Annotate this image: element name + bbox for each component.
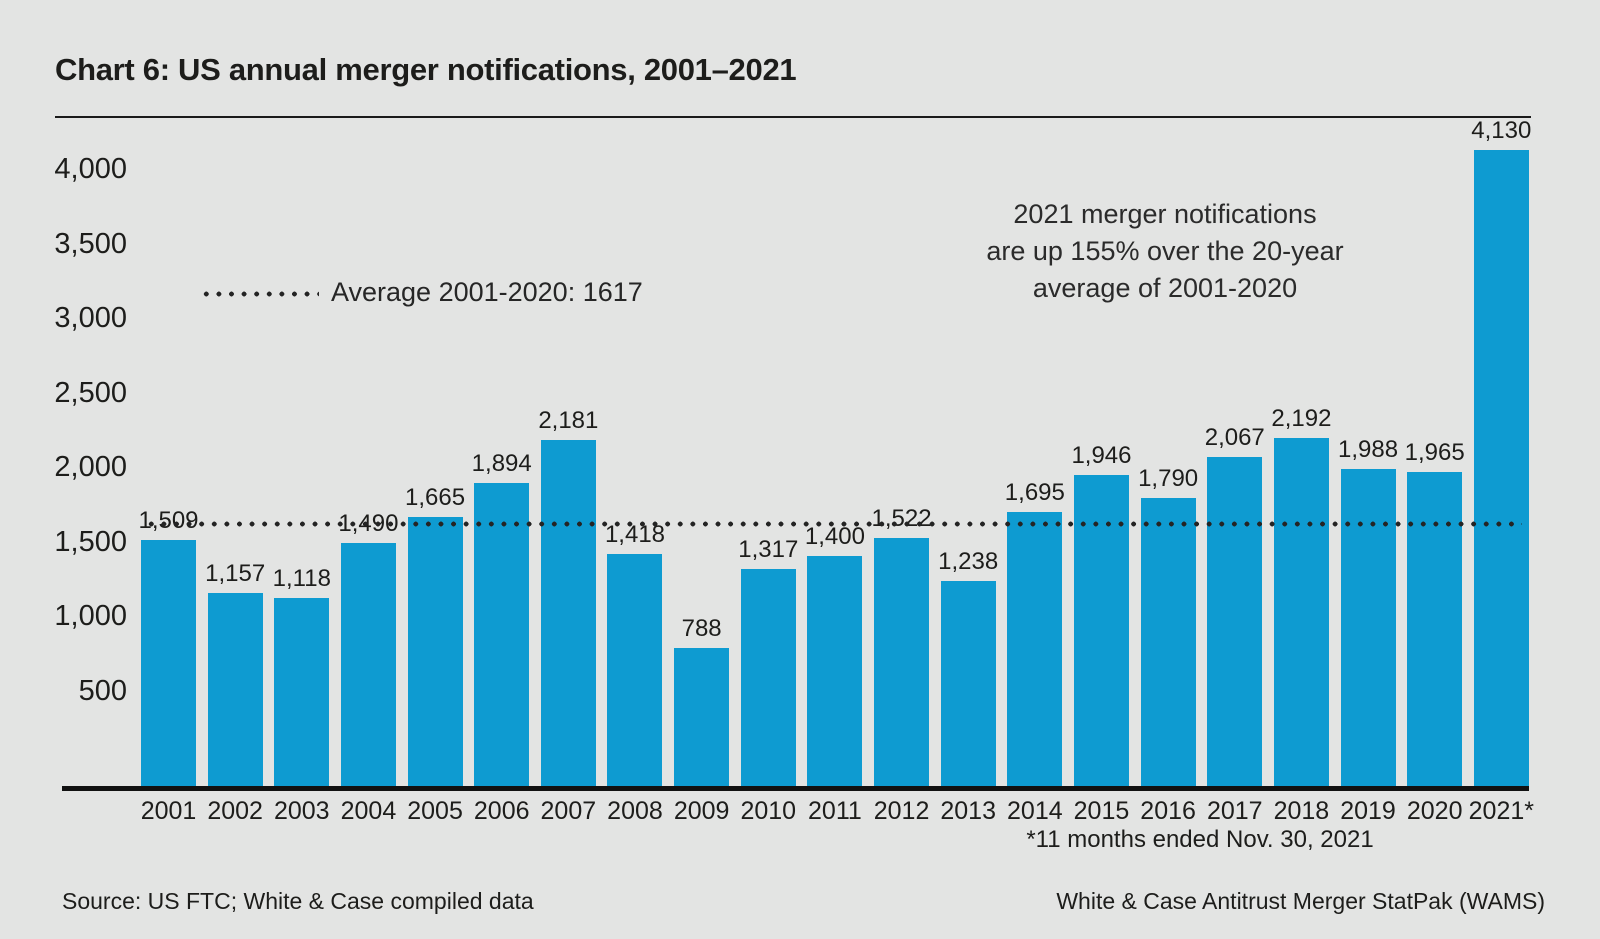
legend-dotted-line-icon: [200, 291, 319, 297]
bar-value-label: 4,130: [1471, 116, 1532, 144]
y-axis-tick-label: 1,000: [54, 600, 127, 632]
y-axis-tick-label: 3,500: [54, 227, 127, 260]
bar: 1,238 2013: [938, 548, 998, 825]
bar: 1,118 2003: [273, 565, 331, 825]
y-axis-tick-label: 2,000: [54, 451, 127, 483]
page-title: Chart 6: US annual merger notifications,…: [55, 52, 797, 87]
bar-value-label: 1,157: [205, 559, 266, 587]
bar-value-label: 1,238: [938, 547, 999, 575]
x-axis-label: 2006: [473, 797, 530, 825]
annotation: 2021 merger notifications are up 155% ov…: [905, 196, 1425, 307]
bar: 2,181 2007: [538, 407, 598, 825]
bar: 1,695 2014: [1005, 479, 1065, 825]
bar-value-label: 1,790: [1138, 465, 1199, 493]
bar-value-label: 1,665: [405, 483, 466, 511]
x-axis-label: 2014: [1007, 797, 1063, 825]
bar: 2,192 2018: [1271, 405, 1331, 825]
x-axis-label: 2011: [808, 797, 862, 825]
x-axis-label: 2019: [1340, 797, 1396, 825]
x-axis-line: [62, 786, 1529, 791]
bar: 1,894 2006: [472, 450, 532, 825]
brand-note: White & Case Antitrust Merger StatPak (W…: [1056, 888, 1545, 914]
legend-label: Average 2001-2020: 1617: [331, 277, 643, 307]
x-axis-label: 2015: [1073, 797, 1130, 825]
x-axis-label: 2002: [207, 797, 263, 825]
bar-value-label: 1,695: [1004, 479, 1065, 507]
bar: 1,665 2005: [405, 484, 465, 825]
bar: 1,522 2012: [872, 505, 932, 825]
y-axis-tick-label: 500: [78, 674, 127, 707]
x-axis-label: 2007: [540, 797, 597, 825]
source-note: Source: US FTC; White & Case compiled da…: [62, 888, 534, 914]
footnote: *11 months ended Nov. 30, 2021: [1026, 826, 1374, 853]
bar-value-label: 788: [681, 614, 722, 642]
x-axis-label: 2021*: [1468, 797, 1534, 825]
bar-value-label: 2,067: [1204, 424, 1265, 452]
bar-value-label: 2,181: [538, 407, 599, 435]
x-axis-label: 2003: [273, 797, 330, 825]
x-axis-label: 2001: [140, 797, 197, 825]
bar: 1,965 2020: [1405, 439, 1465, 825]
bar: 1,4902004: [338, 510, 398, 825]
x-axis-label: 2017: [1206, 797, 1263, 825]
x-axis-label: 2005: [407, 797, 463, 825]
x-axis-label: 2016: [1140, 797, 1196, 825]
x-axis-label: 2013: [940, 797, 996, 825]
x-axis-label: 2020: [1406, 797, 1463, 825]
x-axis-label: 2010: [740, 797, 797, 825]
y-axis-tick-label: 2,500: [54, 376, 127, 409]
bar-value-label: 1,522: [871, 505, 932, 533]
bar: 4,130 2021*: [1469, 117, 1534, 825]
bar-value-label: 2,192: [1271, 405, 1332, 433]
annotation-line: average of 2001-2020: [1032, 273, 1298, 303]
y-axis-tick-label: 3,000: [54, 302, 127, 334]
x-axis-label: 2008: [607, 797, 663, 825]
annotation-line: are up 155% over the 20-year: [986, 236, 1344, 266]
bar-value-label: 1,400: [804, 523, 865, 551]
bar: 788 2009: [674, 615, 730, 825]
bar-value-label: 1,118: [272, 565, 331, 593]
bar-value-label: 1,317: [738, 535, 799, 563]
y-axis-tick-label: 4,000: [54, 153, 127, 185]
bar-value-label: 1,988: [1338, 435, 1399, 463]
bar: 1,317 2010: [738, 536, 798, 825]
bar: 1,988 2019: [1338, 436, 1398, 825]
title-rule: [55, 116, 1531, 118]
bar: 1,400 2011: [805, 523, 865, 825]
bar-value-label: 1,946: [1071, 442, 1132, 470]
x-axis-label: 2004: [340, 797, 397, 825]
x-axis-label: 2012: [873, 797, 930, 825]
average-line: [145, 521, 1522, 528]
bar: 1,418 2008: [605, 521, 665, 825]
bar: 1,509 2001: [138, 507, 198, 825]
bar: 2,067 2017: [1205, 424, 1265, 825]
y-axis-tick-label: 1,500: [54, 525, 127, 558]
bar-value-label: 1,965: [1404, 439, 1465, 467]
bar: 1,157 2002: [205, 560, 265, 825]
bar: 1,790 2016: [1138, 465, 1198, 825]
x-axis-label: 2009: [673, 797, 730, 825]
bar-series: 1,509 2001 1,157 2002 1,118 2003 1,49020041,66…: [138, 0, 1534, 825]
bar-value-label: 1,509: [138, 507, 198, 535]
x-axis-label: 2018: [1273, 797, 1330, 825]
bar-value-label: 1,894: [471, 449, 532, 477]
annotation-line: 2021 merger notifications: [1013, 199, 1317, 229]
